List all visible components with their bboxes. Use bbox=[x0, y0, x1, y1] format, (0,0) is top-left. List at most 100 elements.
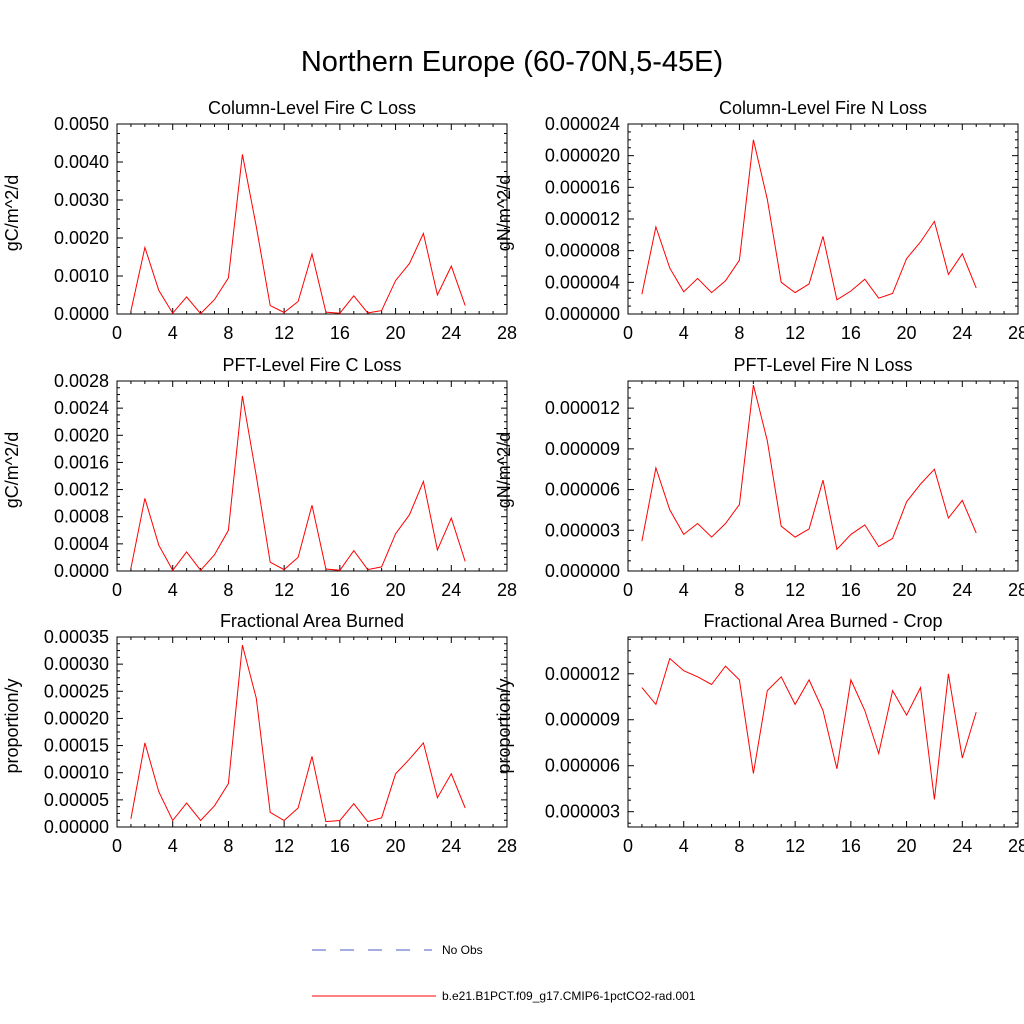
x-tick-label: 12 bbox=[785, 323, 805, 343]
panel-title: PFT-Level Fire C Loss bbox=[222, 355, 401, 375]
x-tick-label: 16 bbox=[330, 323, 350, 343]
x-tick-label: 28 bbox=[1008, 836, 1024, 856]
y-tick-label: 0.00015 bbox=[44, 736, 109, 756]
legend-model-label: b.e21.B1PCT.f09_g17.CMIP6-1pctCO2-rad.00… bbox=[442, 989, 696, 1003]
x-tick-label: 0 bbox=[112, 580, 122, 600]
y-tick-label: 0.000009 bbox=[545, 439, 620, 459]
y-tick-label: 0.0024 bbox=[54, 398, 109, 418]
y-tick-label: 0.00035 bbox=[44, 627, 109, 647]
x-tick-label: 8 bbox=[734, 580, 744, 600]
y-axis-label: proportion/y bbox=[494, 678, 514, 773]
x-tick-label: 8 bbox=[223, 836, 233, 856]
y-tick-label: 0.00000 bbox=[44, 817, 109, 837]
x-tick-label: 12 bbox=[274, 580, 294, 600]
y-tick-label: 0.000012 bbox=[545, 398, 620, 418]
figure-title: Northern Europe (60-70N,5-45E) bbox=[300, 46, 724, 78]
panel-5: Fractional Area Burned proportion/y 0 4 8 12 1… bbox=[2, 611, 517, 856]
x-tick-label: 24 bbox=[441, 836, 461, 856]
y-tick-label: 0.0004 bbox=[54, 534, 109, 554]
y-tick-label: 0.000000 bbox=[545, 304, 620, 324]
y-tick-label: 0.0000 bbox=[54, 304, 109, 324]
x-tick-label: 4 bbox=[679, 580, 689, 600]
x-tick-label: 4 bbox=[679, 836, 689, 856]
y-tick-label: 0.000024 bbox=[545, 114, 620, 134]
series-line bbox=[130, 644, 466, 823]
series-line bbox=[641, 384, 977, 551]
x-tick-label: 28 bbox=[1008, 323, 1024, 343]
y-tick-label: 0.000003 bbox=[545, 520, 620, 540]
x-tick-label: 28 bbox=[497, 580, 517, 600]
y-tick-label: 0.0028 bbox=[54, 371, 109, 391]
y-tick-label: 0.0030 bbox=[54, 190, 109, 210]
x-tick-label: 12 bbox=[785, 580, 805, 600]
y-tick-label: 0.000012 bbox=[545, 664, 620, 684]
x-tick-label: 0 bbox=[112, 836, 122, 856]
y-tick-label: 0.0000 bbox=[54, 561, 109, 581]
panel-title: Fractional Area Burned bbox=[220, 611, 404, 631]
x-tick-label: 4 bbox=[168, 580, 178, 600]
x-tick-label: 16 bbox=[841, 836, 861, 856]
y-axis-label: gC/m^2/d bbox=[2, 432, 22, 508]
x-tick-label: 24 bbox=[441, 323, 461, 343]
y-tick-label: 0.000000 bbox=[545, 561, 620, 581]
y-tick-label: 0.0012 bbox=[54, 480, 109, 500]
y-tick-label: 0.00030 bbox=[44, 654, 109, 674]
x-tick-label: 4 bbox=[168, 323, 178, 343]
x-tick-label: 24 bbox=[952, 580, 972, 600]
series-line bbox=[130, 395, 466, 572]
x-tick-label: 20 bbox=[386, 836, 406, 856]
x-tick-label: 8 bbox=[223, 323, 233, 343]
panel-3: PFT-Level Fire C Loss gC/m^2/d 0 4 8 12 16 20 24… bbox=[2, 355, 517, 600]
x-tick-label: 28 bbox=[497, 836, 517, 856]
y-tick-label: 0.000020 bbox=[545, 146, 620, 166]
series-line bbox=[641, 657, 977, 800]
y-tick-label: 0.000008 bbox=[545, 241, 620, 261]
y-tick-label: 0.000004 bbox=[545, 272, 620, 292]
x-tick-label: 28 bbox=[1008, 580, 1024, 600]
panel-title: Column-Level Fire N Loss bbox=[719, 98, 927, 118]
x-tick-label: 24 bbox=[952, 836, 972, 856]
panel-6: Fractional Area Burned - Crop proportion/… bbox=[494, 611, 1024, 856]
plot-frame bbox=[116, 636, 508, 828]
panel-4: PFT-Level Fire N Loss gN/m^2/d 0 4 8 12 16 20 24… bbox=[494, 355, 1024, 600]
x-tick-label: 0 bbox=[623, 580, 633, 600]
x-tick-label: 12 bbox=[274, 836, 294, 856]
plot-frame bbox=[116, 380, 508, 572]
y-tick-label: 0.000006 bbox=[545, 756, 620, 776]
x-tick-label: 20 bbox=[386, 580, 406, 600]
y-tick-label: 0.000009 bbox=[545, 710, 620, 730]
y-tick-label: 0.00005 bbox=[44, 790, 109, 810]
y-axis-label: gN/m^2/d bbox=[494, 175, 514, 251]
chart-panels: Column-Level Fire C Loss gC/m^2/d 0 4 8 12 16 2… bbox=[2, 98, 1024, 856]
panel-title: Fractional Area Burned - Crop bbox=[703, 611, 942, 631]
x-tick-label: 0 bbox=[112, 323, 122, 343]
y-tick-label: 0.0020 bbox=[54, 425, 109, 445]
x-tick-label: 16 bbox=[841, 323, 861, 343]
x-tick-label: 24 bbox=[441, 580, 461, 600]
x-tick-label: 20 bbox=[897, 836, 917, 856]
x-tick-label: 8 bbox=[223, 580, 233, 600]
panel-2: Column-Level Fire N Loss gN/m^2/d 0 4 8 12 16 2… bbox=[494, 98, 1024, 343]
y-tick-label: 0.000006 bbox=[545, 480, 620, 500]
plot-frame bbox=[627, 636, 1019, 828]
legend-obs-label: No Obs bbox=[442, 943, 483, 957]
x-tick-label: 24 bbox=[952, 323, 972, 343]
x-tick-label: 12 bbox=[785, 836, 805, 856]
legend: No Obs b.e21.B1PCT.f09_g17.CMIP6-1pctCO2… bbox=[312, 943, 696, 1003]
y-tick-label: 0.0050 bbox=[54, 114, 109, 134]
y-tick-label: 0.0010 bbox=[54, 266, 109, 286]
x-tick-label: 8 bbox=[734, 836, 744, 856]
panel-title: Column-Level Fire C Loss bbox=[208, 98, 416, 118]
x-tick-label: 0 bbox=[623, 836, 633, 856]
y-tick-label: 0.0008 bbox=[54, 507, 109, 527]
x-tick-label: 20 bbox=[897, 323, 917, 343]
x-tick-label: 12 bbox=[274, 323, 294, 343]
y-tick-label: 0.000016 bbox=[545, 177, 620, 197]
series-line bbox=[130, 154, 466, 315]
panel-title: PFT-Level Fire N Loss bbox=[733, 355, 912, 375]
y-axis-label: gC/m^2/d bbox=[2, 175, 22, 251]
x-tick-label: 16 bbox=[841, 580, 861, 600]
y-tick-label: 0.00025 bbox=[44, 681, 109, 701]
x-tick-label: 16 bbox=[330, 836, 350, 856]
y-tick-label: 0.00020 bbox=[44, 708, 109, 728]
